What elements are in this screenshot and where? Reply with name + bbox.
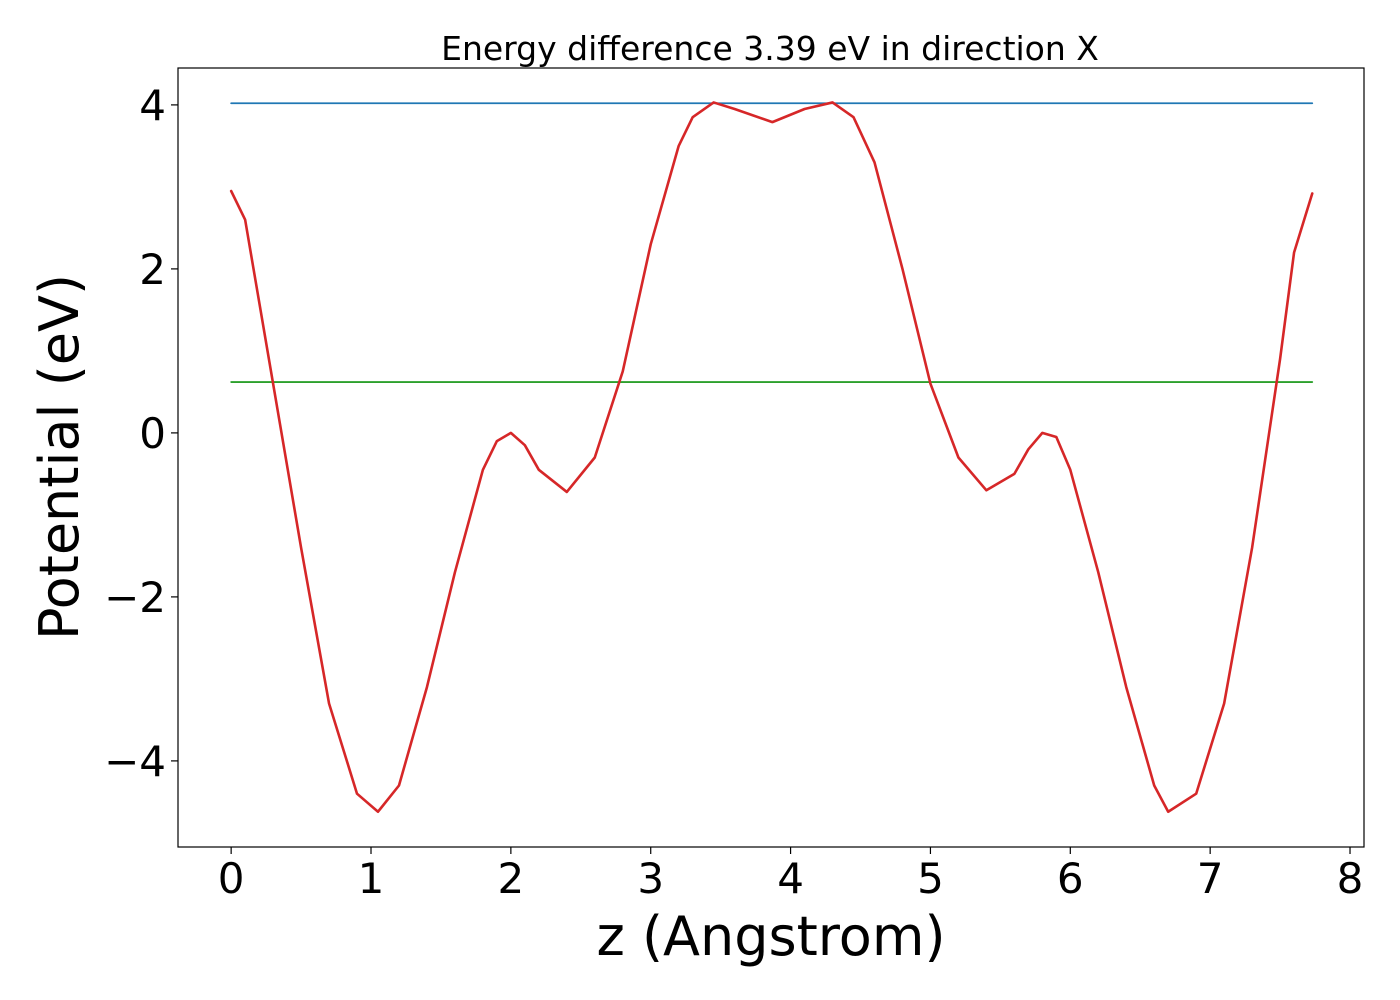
x-tick-label: 7 — [1197, 854, 1224, 903]
y-tick-label: 2 — [139, 245, 166, 294]
x-axis-label: z (Angstrom) — [596, 905, 945, 968]
x-tick-label: 5 — [917, 854, 944, 903]
chart-title: Energy difference 3.39 eV in direction X — [441, 29, 1099, 68]
x-tick-label: 2 — [497, 854, 524, 903]
x-tick-label: 4 — [777, 854, 804, 903]
y-tick-label: −2 — [104, 573, 166, 622]
plot-frame — [177, 67, 1365, 848]
series-line-2 — [229, 101, 1314, 814]
x-tick-label: 1 — [358, 854, 385, 903]
y-axis-label: Potential (eV) — [28, 274, 91, 640]
x-tick-label: 0 — [218, 854, 245, 903]
axis-ticks: 0 1 2 3 4 5 6 7 8 −4 −2 0 2 4 — [104, 81, 1363, 903]
y-tick-label: −4 — [104, 737, 166, 786]
x-tick-label: 3 — [637, 854, 664, 903]
x-tick-label: 6 — [1057, 854, 1084, 903]
y-tick-label: 4 — [139, 81, 166, 130]
x-tick-label: 8 — [1337, 854, 1364, 903]
y-tick-label: 0 — [139, 409, 166, 458]
plot-area — [229, 101, 1314, 814]
